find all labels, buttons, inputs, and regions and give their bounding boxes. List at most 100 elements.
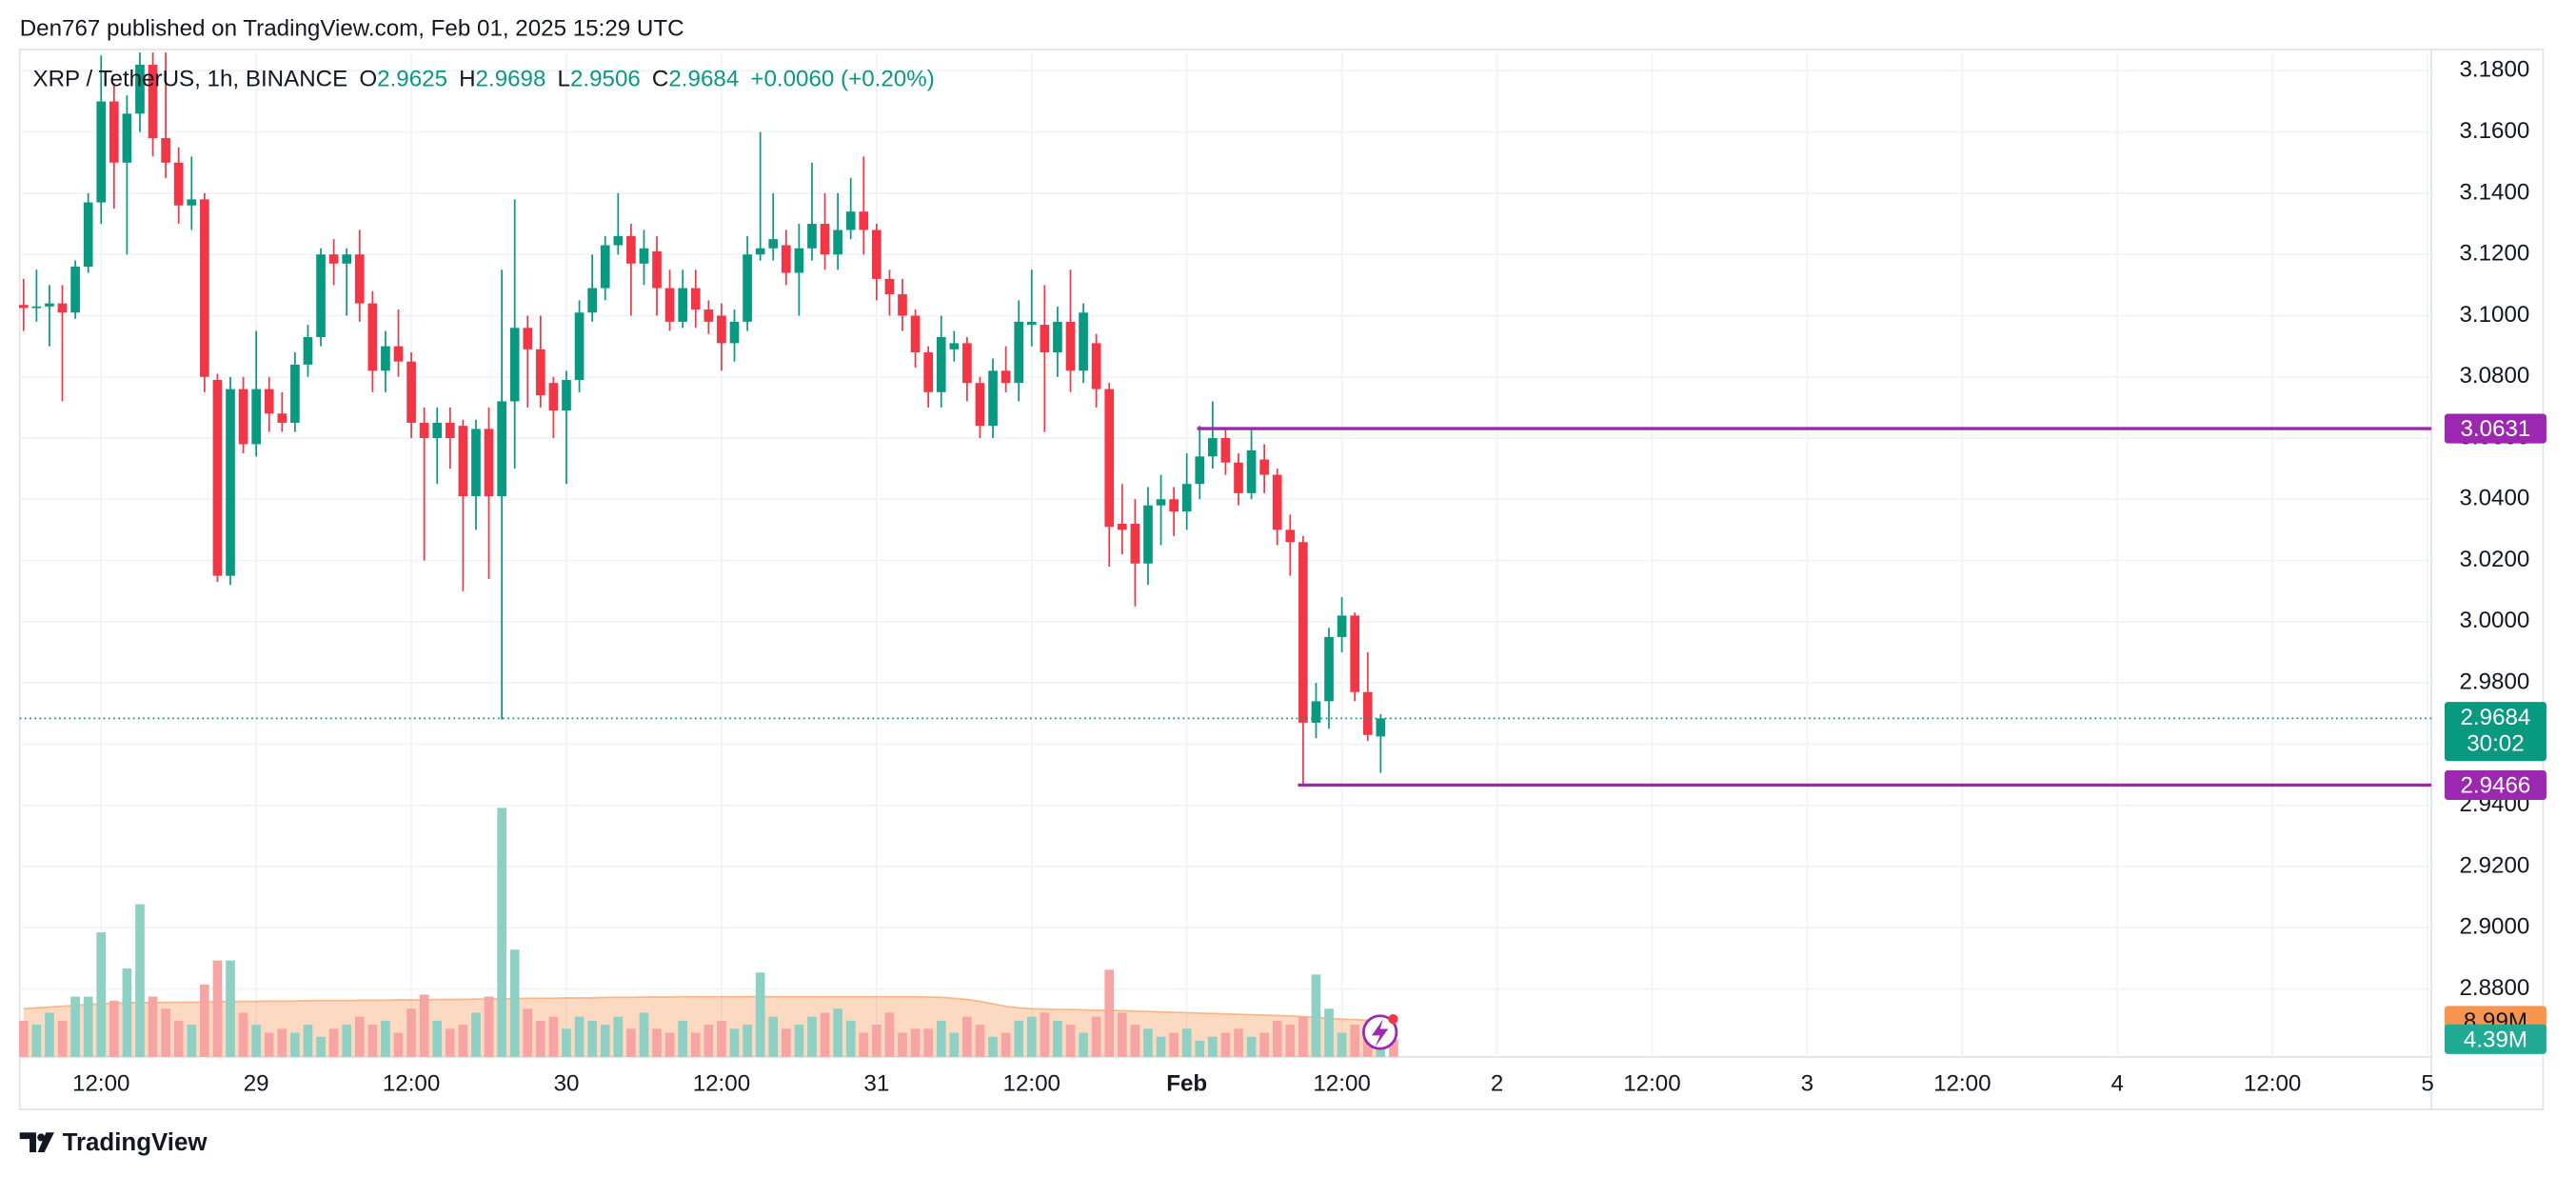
candle-body [212, 379, 223, 576]
candle-body [96, 101, 107, 203]
candle-body [187, 199, 197, 206]
volume-bar [664, 1032, 675, 1057]
candle-body [1234, 462, 1243, 493]
candle-body [845, 211, 856, 230]
volume-bar [419, 994, 429, 1057]
candle-body [587, 288, 597, 313]
volume-bar [845, 1020, 856, 1057]
candle-body [703, 309, 714, 322]
candle-body [898, 293, 907, 316]
candle-body [975, 383, 985, 427]
candle-body [548, 383, 559, 411]
volume-bar [381, 1020, 390, 1057]
candle-body [936, 336, 946, 392]
x-tick-label: 12:00 [1933, 1071, 1991, 1097]
candle-body [1065, 321, 1076, 371]
bolt-icon [1362, 1013, 1398, 1050]
volume-bar [639, 1012, 649, 1057]
volume-bar [988, 1036, 998, 1057]
volume-bar [768, 1016, 779, 1057]
candle-body [367, 303, 378, 371]
level-label: 2.9466 [2460, 773, 2530, 799]
volume-bar [31, 1025, 42, 1057]
volume-bar [1324, 1008, 1334, 1057]
x-tick-label: 12:00 [1003, 1071, 1060, 1097]
volume-bar [1272, 1020, 1282, 1057]
volume-bar [536, 1020, 545, 1057]
legend-key: C [652, 67, 668, 92]
legend-close: 2.9684 [668, 67, 739, 92]
candle-body [949, 343, 960, 349]
y-tick-label: 3.0800 [2459, 363, 2529, 389]
candle-body [859, 211, 869, 230]
candle-body [226, 389, 235, 576]
candle-body [923, 352, 933, 392]
candle-body [562, 379, 571, 411]
header: Den767 published on TradingView.com, Feb… [20, 16, 684, 42]
volume-bar [290, 1032, 300, 1057]
logo [19, 1132, 54, 1152]
volume-bar [962, 1016, 972, 1057]
volume-bar [471, 1012, 481, 1057]
volume-bar [975, 1025, 985, 1057]
volume-bar [1389, 1039, 1398, 1057]
volume-bar [949, 1032, 960, 1057]
volume-bar [1350, 1025, 1360, 1057]
candle-body [574, 312, 585, 380]
volume-bar [264, 1032, 274, 1057]
candle-body [83, 202, 93, 268]
volume-bar [910, 1028, 921, 1057]
candle-body [690, 288, 701, 310]
candle-body [393, 346, 404, 362]
volume-bar [548, 1016, 559, 1057]
x-tick-label: 12:00 [72, 1071, 129, 1097]
candle-body [471, 429, 481, 497]
y-tick-label: 3.1000 [2459, 302, 2529, 328]
volume-bar [161, 1008, 170, 1057]
candle-body [768, 239, 779, 249]
x-tick-label: 5 [2421, 1071, 2433, 1097]
candle-body [652, 250, 662, 289]
volume-bar [1079, 1032, 1088, 1057]
legend-key: L [558, 67, 570, 92]
candle-body [1091, 343, 1101, 389]
legend-high: 2.9698 [476, 67, 546, 92]
volume-bar [316, 1036, 326, 1057]
candle-body [910, 315, 921, 353]
volume-bar [18, 1020, 29, 1057]
y-tick-label: 3.0400 [2459, 486, 2529, 511]
candle-body [1246, 449, 1257, 493]
volume-bar [1169, 1032, 1179, 1057]
x-tick-label: 2 [1491, 1071, 1503, 1097]
candle-body [1337, 615, 1347, 637]
y-tick-label: 3.1800 [2459, 57, 2529, 83]
volume-bar [1130, 1025, 1140, 1057]
volume-bar [458, 1025, 468, 1057]
volume-bar [109, 1000, 119, 1057]
volume-bar [652, 1028, 662, 1057]
candle-body [45, 303, 54, 307]
volume-ma-line [23, 995, 1381, 1022]
volume-bar [303, 1025, 313, 1057]
volume-bar [1259, 1032, 1269, 1057]
candle-body [755, 248, 765, 255]
legend-change: +0.0060 (+0.20%) [750, 67, 934, 92]
volume-bar [1014, 1020, 1024, 1057]
candle-body [1079, 312, 1088, 371]
candle-body [1143, 505, 1153, 564]
candle-body [135, 64, 145, 114]
candle-body [743, 254, 752, 322]
x-tick-label: Feb [1166, 1071, 1207, 1097]
volume-bar [367, 1025, 378, 1057]
candle-body [354, 254, 365, 304]
candle-body [1104, 389, 1115, 528]
candle-body [988, 370, 998, 427]
candle-body [1208, 438, 1218, 457]
legend-open: 2.9625 [377, 67, 447, 92]
candle-body [31, 306, 42, 309]
volume-bar [523, 1008, 533, 1057]
volume-bar [432, 1020, 443, 1057]
volume-bar [820, 1012, 830, 1057]
candle-body [109, 101, 119, 163]
volume-bar [445, 1028, 455, 1057]
